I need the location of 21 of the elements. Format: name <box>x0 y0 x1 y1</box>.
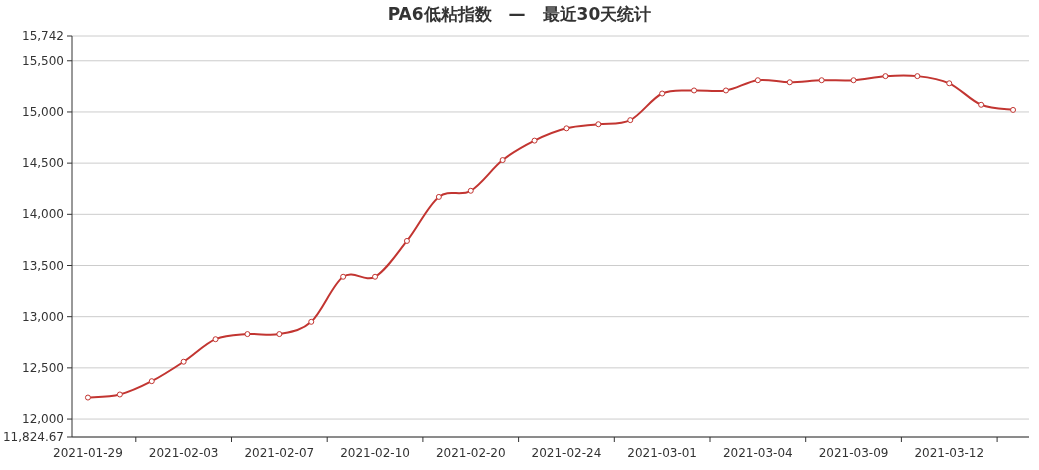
x-tick-label: 2021-03-09 <box>818 446 889 460</box>
x-tick-label: 2021-03-01 <box>627 446 698 460</box>
y-tick-label: 15,500 <box>22 53 64 68</box>
chart-title: PA6低粘指数 — 最近30天统计 <box>387 4 652 24</box>
x-tick-label: 2021-02-24 <box>531 446 602 460</box>
y-tick-label: 11,824.67 <box>2 430 64 444</box>
y-tick-label: 12,000 <box>22 412 64 427</box>
x-tick-label: 2021-03-04 <box>722 446 793 460</box>
y-tick-label: 12,500 <box>22 360 64 375</box>
x-tick-label: 2021-02-10 <box>340 446 410 460</box>
x-tick-label: 2021-02-07 <box>244 446 315 460</box>
y-tick-label: 13,500 <box>22 258 64 273</box>
y-tick-label: 15,000 <box>22 104 64 119</box>
y-tick-label: 14,500 <box>22 156 64 171</box>
y-tick-label: 14,000 <box>22 207 64 222</box>
x-tick-label: 2021-02-20 <box>435 446 506 460</box>
y-tick-label: 13,000 <box>22 309 64 324</box>
y-tick-label: 15,742 <box>22 29 64 43</box>
x-tick-label: 2021-01-29 <box>53 446 123 460</box>
x-tick-label: 2021-03-12 <box>914 446 985 460</box>
x-tick-label: 2021-02-03 <box>148 446 219 460</box>
